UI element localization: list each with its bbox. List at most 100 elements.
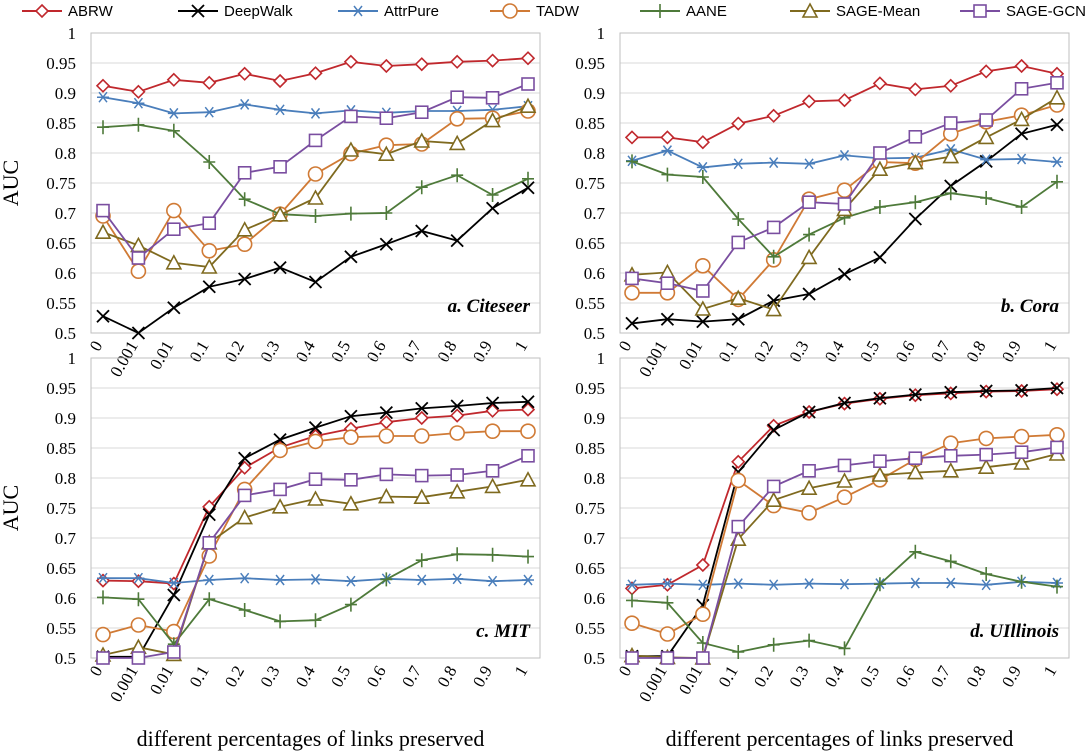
data-point [166, 72, 181, 87]
panel-title: a. Citeseer [448, 296, 531, 317]
data-point [344, 109, 358, 124]
x-tick-label: 0.8 [434, 338, 461, 366]
data-point [977, 458, 995, 475]
data-point [767, 249, 780, 264]
y-tick-label: 0.85 [575, 439, 605, 458]
x-tick-label: 0.7 [927, 662, 954, 690]
x-tick-label: 0.01 [146, 663, 177, 698]
data-point [661, 145, 674, 157]
y-tick-label: 0.95 [46, 379, 76, 398]
data-point [238, 192, 251, 207]
y-tick-label: 0.7 [55, 204, 77, 223]
x-tick-label: 0.5 [327, 663, 354, 691]
data-point [626, 579, 638, 591]
data-point [837, 93, 852, 108]
data-point [167, 645, 181, 659]
data-point [380, 206, 393, 220]
data-point [449, 111, 465, 127]
data-point [908, 82, 923, 97]
data-point [307, 166, 324, 182]
data-point [485, 53, 500, 68]
data-point [308, 472, 323, 487]
x-tick-label: 1 [1040, 663, 1061, 680]
data-point [521, 77, 535, 91]
data-point [979, 64, 994, 79]
data-point [415, 574, 428, 586]
series-aane [97, 117, 534, 223]
data-point [1048, 89, 1066, 105]
data-point [1015, 200, 1028, 214]
data-point [271, 498, 289, 514]
data-point [873, 391, 887, 405]
y-tick-label: 0.9 [55, 409, 76, 428]
data-point [343, 54, 359, 69]
series-attrpure [97, 91, 534, 119]
data-point [272, 73, 288, 89]
data-point [132, 572, 145, 584]
data-point [767, 637, 780, 652]
data-point [309, 209, 322, 223]
data-point [908, 451, 923, 466]
data-point [486, 188, 499, 202]
data-point [803, 633, 816, 648]
data-point [1049, 426, 1065, 443]
data-point [626, 593, 638, 608]
series-tadw [624, 426, 1065, 642]
data-point [203, 155, 216, 169]
x-tick-label: 0 [86, 338, 107, 355]
data-point [980, 567, 993, 581]
data-point [695, 606, 711, 623]
data-point [450, 399, 464, 413]
data-point [167, 123, 180, 138]
data-point [978, 430, 994, 447]
y-tick-label: 0.8 [55, 469, 76, 488]
data-point [767, 157, 780, 169]
data-point [1015, 574, 1028, 589]
y-tick-label: 0.65 [46, 234, 76, 253]
legend-item-abrw: ABRW [22, 3, 114, 20]
data-point [202, 75, 217, 90]
series-abrw [624, 58, 1065, 150]
data-point [165, 254, 183, 270]
data-point [95, 78, 111, 93]
data-point [944, 554, 957, 569]
x-axis-label: different percentages of links preserved [137, 726, 485, 751]
data-point [661, 595, 674, 610]
x-tick-label: 0 [615, 338, 636, 355]
data-point [96, 203, 110, 218]
data-point [660, 276, 675, 291]
data-point [344, 597, 357, 612]
data-point [271, 206, 289, 222]
data-point [238, 98, 251, 110]
data-point [344, 409, 358, 423]
data-point [767, 423, 781, 437]
y-tick-label: 0.5 [55, 324, 76, 343]
data-point [451, 547, 464, 562]
data-point [625, 316, 639, 331]
x-tick-label: 0.01 [675, 338, 706, 373]
data-point [166, 202, 182, 219]
data-point [95, 626, 111, 643]
data-point [873, 577, 886, 592]
data-point [94, 223, 112, 239]
series-aane [626, 544, 1063, 659]
x-tick-label: 0.001 [635, 663, 671, 706]
data-point [520, 402, 536, 417]
y-tick-label: 0.65 [46, 559, 76, 578]
x-tick-label: 1 [511, 338, 532, 355]
data-point [800, 479, 818, 496]
data-point [906, 153, 924, 170]
data-point [379, 237, 393, 251]
x-tick-label: 0.6 [363, 663, 390, 691]
data-point [201, 243, 218, 259]
data-point [307, 189, 324, 205]
data-point [273, 482, 287, 497]
data-point [273, 160, 287, 174]
series-attrpure [626, 576, 1063, 591]
y-tick-label: 0.55 [46, 619, 76, 638]
series-sage-mean [94, 471, 537, 662]
data-point [450, 54, 465, 69]
data-point [486, 575, 499, 587]
